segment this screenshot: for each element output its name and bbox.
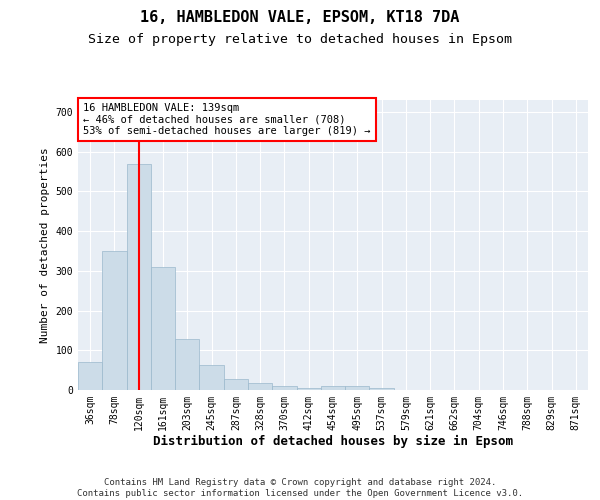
Bar <box>199 365 224 390</box>
Bar <box>345 386 370 390</box>
Text: 16 HAMBLEDON VALE: 139sqm
← 46% of detached houses are smaller (708)
53% of semi: 16 HAMBLEDON VALE: 139sqm ← 46% of detac… <box>83 103 371 136</box>
Y-axis label: Number of detached properties: Number of detached properties <box>40 147 50 343</box>
Bar <box>321 386 345 390</box>
Bar <box>151 267 175 390</box>
Bar <box>248 383 272 390</box>
Bar <box>370 388 394 390</box>
Bar <box>127 164 151 390</box>
Bar <box>102 251 127 390</box>
Bar <box>296 388 321 390</box>
Bar <box>272 386 296 390</box>
Text: 16, HAMBLEDON VALE, EPSOM, KT18 7DA: 16, HAMBLEDON VALE, EPSOM, KT18 7DA <box>140 10 460 25</box>
Bar <box>224 380 248 390</box>
Text: Contains HM Land Registry data © Crown copyright and database right 2024.
Contai: Contains HM Land Registry data © Crown c… <box>77 478 523 498</box>
Text: Size of property relative to detached houses in Epsom: Size of property relative to detached ho… <box>88 32 512 46</box>
Bar <box>175 339 199 390</box>
Bar <box>78 362 102 390</box>
Text: Distribution of detached houses by size in Epsom: Distribution of detached houses by size … <box>153 435 513 448</box>
